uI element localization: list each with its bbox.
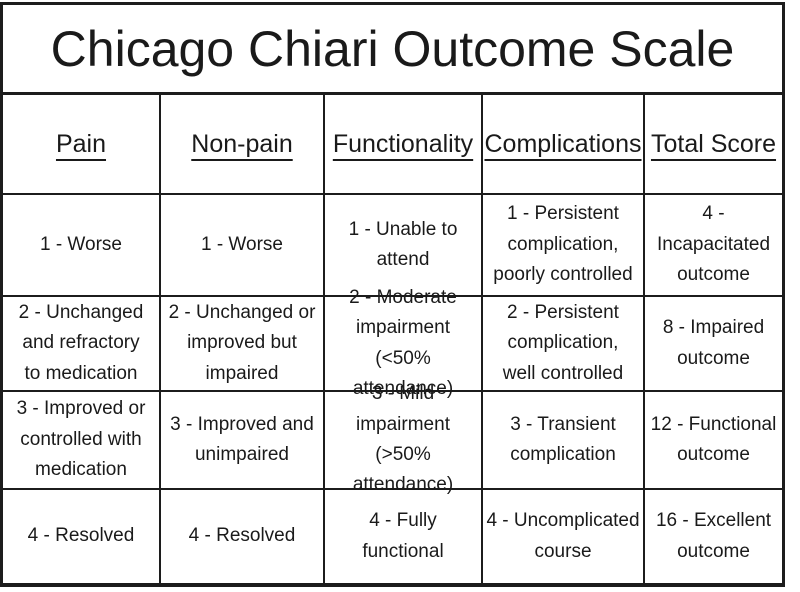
table-cell: 3 - Transient complication: [483, 392, 645, 490]
column-header-functionality: Functionality: [325, 95, 483, 195]
table-cell: 1 - Worse: [161, 195, 325, 297]
table-cell: 1 - Worse: [3, 195, 161, 297]
table-cell: 12 - Functional outcome: [645, 392, 782, 490]
outcome-scale-table: Pain Non-pain Functionality Complication…: [3, 95, 782, 583]
table-cell: 2 - Moderate impairment (<50% attendance…: [325, 287, 483, 399]
table-cell: 2 - Persistent complication, well contro…: [483, 297, 645, 392]
table-cell: 4 - Fully functional: [325, 490, 483, 583]
table-cell: 1 - Unable to attend: [325, 195, 483, 297]
table-cell: 4 - Uncomplicated course: [483, 490, 645, 583]
column-header-total-score: Total Score: [645, 95, 782, 195]
table-cell: 16 - Excellent outcome: [655, 510, 772, 562]
table-cell: 3 - Mild impairment (>50% attendance): [325, 383, 483, 495]
column-header-pain: Pain: [3, 95, 161, 195]
table-cell: 3 - Improved and unimpaired: [161, 392, 325, 490]
column-header-non-pain: Non-pain: [161, 95, 325, 195]
column-header-complications: Complications: [483, 95, 645, 195]
page-title: Chicago Chiari Outcome Scale: [50, 20, 735, 77]
column-header-label: Functionality: [332, 130, 474, 158]
table-cell: 1 - Persistent complication, poorly cont…: [483, 195, 645, 297]
table-cell: 3 - Improved or controlled with medicati…: [3, 392, 161, 490]
table-cell: 8 - Impaired outcome: [645, 297, 782, 392]
figure-panel: Chicago Chiari Outcome Scale Pain Non-pa…: [0, 2, 785, 587]
table-cell: 4 - Resolved: [3, 490, 161, 583]
column-header-label: Pain: [55, 130, 107, 158]
table-cell: 4 - Incapacitated outcome: [645, 195, 782, 297]
table-cell: 4 - Resolved: [161, 490, 325, 583]
table-cell: 2 - Unchanged or improved but impaired: [161, 297, 325, 392]
table-cell: 2 - Unchanged and refractory to medicati…: [3, 297, 161, 392]
column-header-label: Non-pain: [191, 130, 293, 158]
column-header-label: Total Score: [650, 130, 777, 158]
column-header-label: Complications: [484, 130, 642, 158]
title-box: Chicago Chiari Outcome Scale: [3, 5, 782, 95]
